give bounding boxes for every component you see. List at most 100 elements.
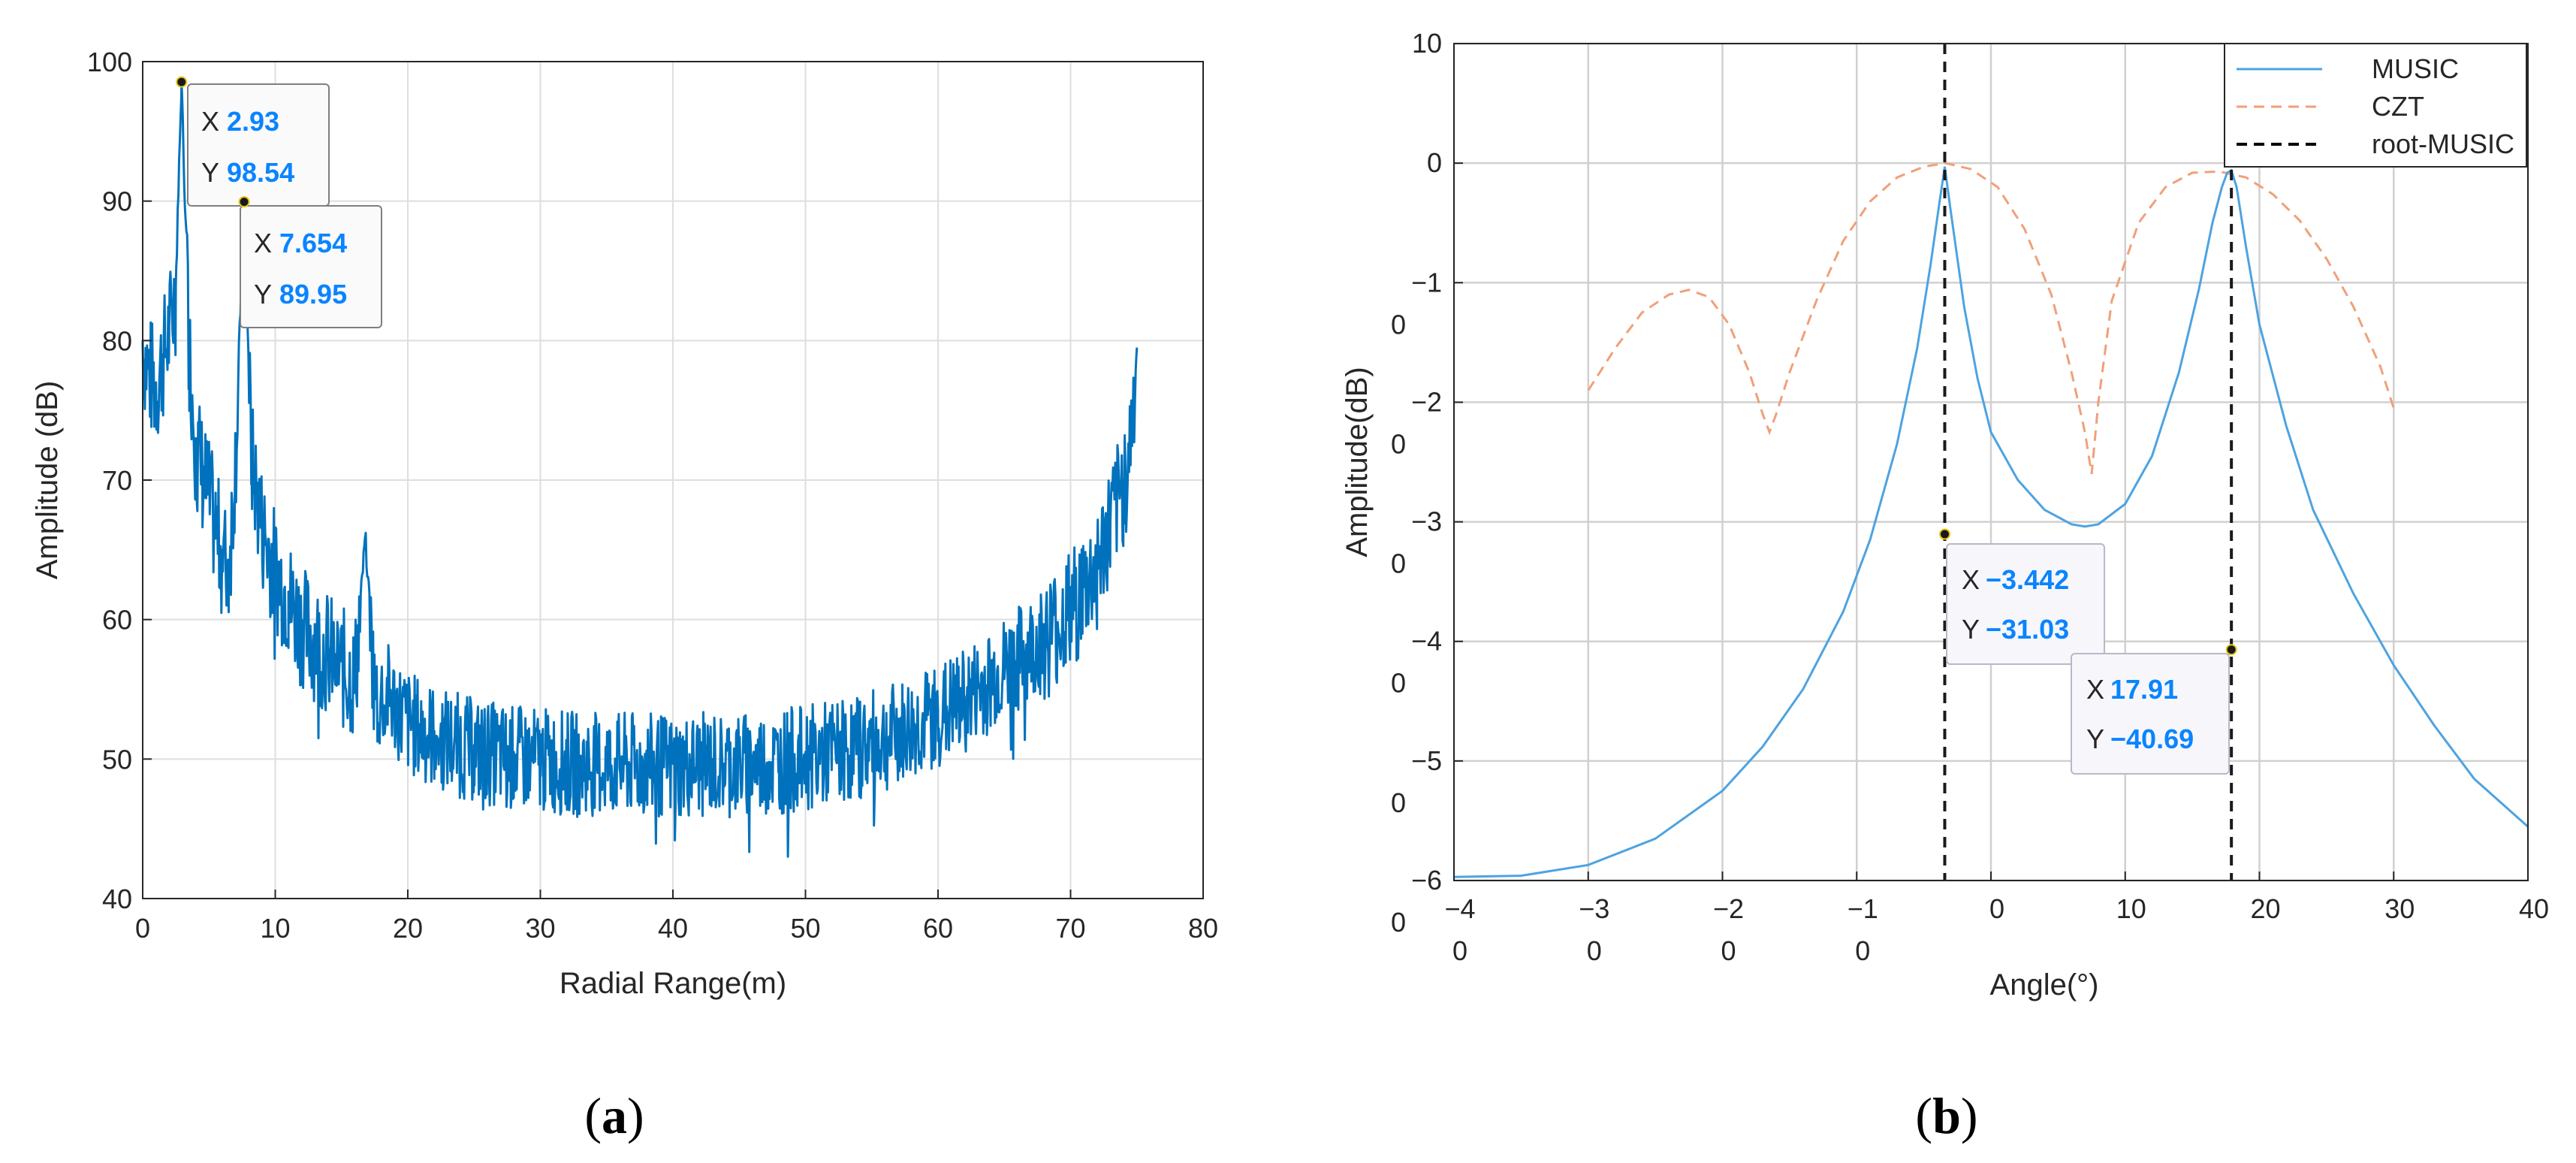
- datatip-box: [1946, 543, 2105, 665]
- x-axis-label-a: Radial Range(m): [560, 967, 786, 1000]
- x-ticks-b: −4 0 −3 0 −2 0 −1 0 0 10 20 30 40: [1444, 871, 2549, 966]
- y-tick-label: 10: [1412, 28, 1442, 59]
- x-tick-label: −2: [1713, 893, 1744, 924]
- y-tick-label: −3: [1411, 506, 1442, 537]
- datatip-box: [2071, 653, 2230, 775]
- series-line-a: [141, 80, 1139, 858]
- x-tick-label: 20: [2250, 893, 2280, 924]
- datatip: X 17.91Y −40.69: [2071, 644, 2237, 775]
- y-ticks-a: 40 50 60 70 80 90 100: [87, 47, 152, 914]
- datatip-x-label: X: [2086, 674, 2104, 705]
- datatip-y-value: 98.54: [227, 157, 294, 188]
- panel-label-b: (b): [1915, 1087, 1977, 1144]
- datatip-marker: [2225, 644, 2237, 656]
- series-line-czt: [1587, 162, 2395, 475]
- y-ticks-b: 100−10−20−30−40−50−60: [1391, 28, 1463, 938]
- x-tick-label: 30: [525, 913, 555, 944]
- x-tick-label: −1: [1848, 893, 1878, 924]
- x-tick-label: 0: [1989, 893, 2004, 924]
- y-tick-label: −4: [1411, 626, 1442, 657]
- datatip-x-value: −3.442: [1986, 564, 2069, 595]
- datatip-x-value: 17.91: [2110, 674, 2178, 705]
- x-ticks-a: 0 10 20 30 40 50 60 70 80: [135, 890, 1218, 944]
- datatip-x-value: 7.654: [279, 228, 347, 258]
- datatip-y-label: Y: [1962, 614, 1980, 645]
- y-tick-label-2: 0: [1391, 787, 1406, 818]
- y-tick-label-2: 0: [1391, 668, 1406, 699]
- datatip-y-value: 89.95: [279, 279, 347, 310]
- datatip-y-value: −40.69: [2110, 723, 2194, 754]
- y-tick-label: −5: [1411, 745, 1442, 776]
- series-line-root-music: [1943, 44, 2234, 881]
- y-axis-label-a: Amplitude (dB): [31, 381, 64, 580]
- datatip-x-row: X −3.442: [1962, 564, 2069, 595]
- datatip-y-label: Y: [254, 279, 272, 310]
- x-tick-label: 30: [2384, 893, 2415, 924]
- x-tick-label-2: 0: [1721, 935, 1736, 966]
- x-tick-label: 70: [1055, 913, 1085, 944]
- y-tick-label-2: 0: [1391, 548, 1406, 579]
- x-tick-label-2: 0: [1855, 935, 1870, 966]
- panel-label-a: (a): [584, 1087, 644, 1144]
- datatip-x-row: X 17.91: [2086, 674, 2178, 705]
- datatip-x-label: X: [201, 106, 219, 137]
- datatip: X 2.93 Y 98.54: [176, 76, 330, 207]
- x-axis-label-b: Angle(°): [1990, 968, 2099, 1001]
- y-tick-label: 80: [102, 325, 132, 356]
- datatip-marker: [176, 76, 188, 88]
- datatip-y-value: −31.03: [1986, 614, 2069, 645]
- y-tick-label: −2: [1411, 386, 1442, 417]
- datatip-y-label: Y: [2086, 723, 2104, 754]
- datatip-x-label: X: [254, 228, 272, 258]
- series-line-music: [1453, 166, 2529, 878]
- y-tick-label-2: 0: [1391, 907, 1406, 938]
- y-tick-label: 50: [102, 744, 132, 775]
- x-tick-label: 10: [260, 913, 290, 944]
- y-tick-label: 60: [102, 605, 132, 636]
- x-tick-label: 0: [135, 913, 150, 944]
- y-tick-label: 40: [102, 884, 132, 914]
- legend-label: CZT: [2372, 91, 2424, 122]
- legend-label: root-MUSIC: [2372, 128, 2514, 159]
- chart-a: 0 10 20 30 40 50 60 70 80 40 50 60 70 80 90 100 Radial…: [31, 47, 1218, 1144]
- y-tick-label-2: 0: [1391, 428, 1406, 459]
- x-tick-label: 20: [393, 913, 423, 944]
- legend-b: MUSIC CZT root-MUSIC: [2224, 43, 2527, 168]
- chart-b: −40−30−20−100 10 20 30 40 100−10−20−30−40−50…: [1341, 28, 2549, 1144]
- datatip-y-row: Y −40.69: [2086, 723, 2194, 754]
- y-tick-label: −6: [1411, 865, 1442, 896]
- datatip-x-row: X 2.93: [201, 106, 279, 137]
- datatip-y-row: Y 89.95: [254, 279, 347, 310]
- datatip-box: [240, 205, 382, 328]
- y-tick-label: −1: [1411, 267, 1442, 298]
- datatip-y-row: Y −31.03: [1962, 614, 2069, 645]
- datatip-x-label: X: [1962, 564, 1980, 595]
- datatip-y-label: Y: [201, 157, 219, 188]
- x-tick-label: 60: [923, 913, 953, 944]
- x-tick-label: 40: [658, 913, 688, 944]
- x-tick-label: 50: [790, 913, 820, 944]
- datatip-marker: [238, 196, 250, 208]
- legend-label: MUSIC: [2372, 53, 2459, 84]
- y-tick-label: 70: [102, 465, 132, 496]
- x-tick-label: 40: [2519, 893, 2549, 924]
- x-tick-label: −3: [1579, 893, 1609, 924]
- x-tick-label: −4: [1444, 893, 1475, 924]
- y-tick-label: 100: [87, 47, 132, 77]
- datatip-x-value: 2.93: [227, 106, 279, 137]
- x-tick-label-2: 0: [1452, 935, 1467, 966]
- legend-box: [2224, 43, 2527, 168]
- x-tick-label: 80: [1188, 913, 1218, 944]
- y-axis-label-b: Amplitude(dB): [1341, 367, 1374, 557]
- x-tick-label: 10: [2116, 893, 2146, 924]
- datatip-marker: [1938, 528, 1950, 540]
- y-tick-label: 90: [102, 186, 132, 217]
- x-tick-label-2: 0: [1587, 935, 1602, 966]
- datatip-y-row: Y 98.54: [201, 157, 294, 188]
- y-tick-label-2: 0: [1391, 309, 1406, 340]
